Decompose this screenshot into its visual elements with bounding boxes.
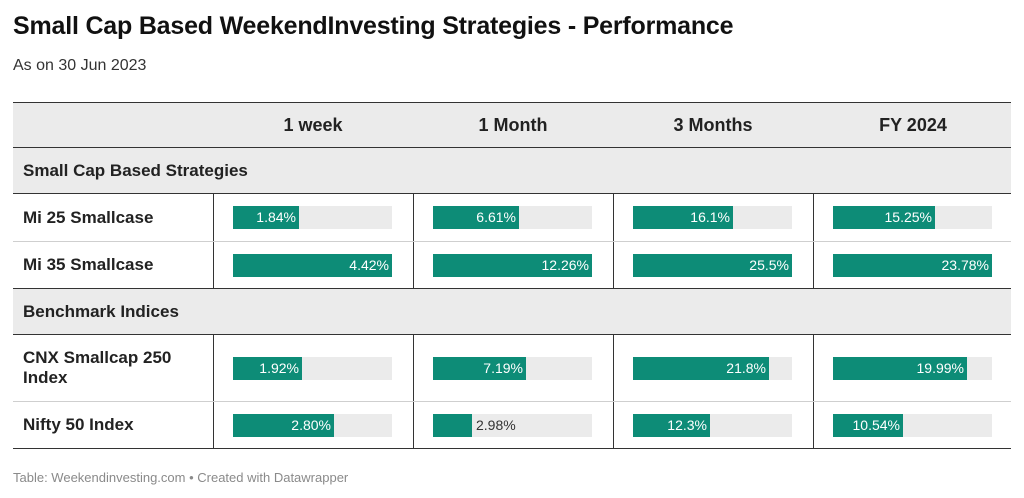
group-label: Benchmark Indices <box>23 302 179 321</box>
bar <box>233 206 299 229</box>
bar-track: 2.80% <box>233 414 392 437</box>
bar <box>833 254 992 277</box>
bar-track: 16.1% <box>633 206 792 229</box>
data-label: 12.3% <box>667 417 707 433</box>
bar-track: 6.61% <box>433 206 592 229</box>
bar <box>833 357 967 380</box>
source-footer: Table: Weekendinvesting.com • Created wi… <box>13 470 349 485</box>
column-divider <box>813 194 814 241</box>
bar <box>833 206 935 229</box>
column-divider <box>213 242 214 288</box>
column-divider <box>413 242 414 288</box>
column-header: 1 Month <box>478 115 548 135</box>
table-row: Nifty 50 Index 2.80% 2.98% 12.3% 10.54% <box>13 402 1011 448</box>
column-divider <box>213 335 214 401</box>
bar-track: 15.25% <box>833 206 992 229</box>
row-separator <box>13 241 1011 242</box>
bar-track: 23.78% <box>833 254 992 277</box>
bar-track: 25.5% <box>633 254 792 277</box>
group-label: Small Cap Based Strategies <box>23 161 248 180</box>
group-bottom-rule <box>13 334 1011 335</box>
bar-track: 1.84% <box>233 206 392 229</box>
row-label: Nifty 50 Index <box>23 415 134 434</box>
column-divider <box>813 242 814 288</box>
column-divider <box>213 402 214 448</box>
data-label: 21.8% <box>726 360 766 376</box>
row-label: CNX Smallcap 250 Index <box>23 348 172 387</box>
data-label: 15.25% <box>884 209 932 225</box>
group-header-row: Benchmark Indices <box>13 289 1011 334</box>
column-divider <box>413 194 414 241</box>
bar-track: 19.99% <box>833 357 992 380</box>
row-label: Mi 25 Smallcase <box>23 208 154 227</box>
bar <box>833 414 903 437</box>
data-label: 19.99% <box>916 360 964 376</box>
chart-title: Small Cap Based WeekendInvesting Strateg… <box>13 12 734 40</box>
column-divider <box>813 335 814 401</box>
table-top-rule <box>13 102 1011 103</box>
bar <box>633 357 769 380</box>
table-row: Mi 25 Smallcase 1.84% 6.61% 16.1% 15.25% <box>13 194 1011 241</box>
group-top-rule <box>13 147 1011 148</box>
column-header: FY 2024 <box>879 115 947 135</box>
group-header-row: Small Cap Based Strategies <box>13 148 1011 193</box>
bar-track: 12.3% <box>633 414 792 437</box>
bar-track: 4.42% <box>233 254 392 277</box>
bar <box>433 357 526 380</box>
row-separator <box>13 401 1011 402</box>
data-label: 12.26% <box>541 257 589 273</box>
table-header-row: 1 week 1 Month 3 Months FY 2024 <box>13 103 1011 147</box>
group-bottom-rule <box>13 193 1011 194</box>
table-row: CNX Smallcap 250 Index 1.92% 7.19% 21.8% 19.… <box>13 335 1011 401</box>
bar <box>633 414 710 437</box>
column-divider <box>613 402 614 448</box>
data-label: 6.61% <box>476 209 516 225</box>
data-label: 10.54% <box>852 417 900 433</box>
table-row: Mi 35 Smallcase 4.42% 12.26% 25.5% 23.78% <box>13 242 1011 288</box>
data-label: 16.1% <box>690 209 730 225</box>
column-divider <box>813 402 814 448</box>
bar-track: 2.98% <box>433 414 592 437</box>
bar <box>233 254 392 277</box>
column-divider <box>413 402 414 448</box>
column-divider <box>413 335 414 401</box>
bar <box>633 206 733 229</box>
table-bottom-rule <box>13 448 1011 449</box>
column-divider <box>613 194 614 241</box>
bar <box>233 414 334 437</box>
column-header: 3 Months <box>673 115 753 135</box>
bar-track: 1.92% <box>233 357 392 380</box>
data-label: 1.92% <box>259 360 299 376</box>
data-label: 1.84% <box>256 209 296 225</box>
bar-track: 12.26% <box>433 254 592 277</box>
bar-track: 7.19% <box>433 357 592 380</box>
data-label: 4.42% <box>349 257 389 273</box>
bar <box>233 357 302 380</box>
data-label: 2.80% <box>291 417 331 433</box>
column-divider <box>613 335 614 401</box>
data-label: 7.19% <box>483 360 523 376</box>
bar <box>633 254 792 277</box>
data-label: 23.78% <box>941 257 989 273</box>
data-label: 25.5% <box>749 257 789 273</box>
bar <box>433 254 592 277</box>
bar-track: 21.8% <box>633 357 792 380</box>
bar <box>433 206 519 229</box>
bar-track: 10.54% <box>833 414 992 437</box>
column-header: 1 week <box>283 115 343 135</box>
column-divider <box>213 194 214 241</box>
data-label: 2.98% <box>476 417 516 433</box>
group-top-rule <box>13 288 1011 289</box>
chart-subtitle: As on 30 Jun 2023 <box>13 57 147 74</box>
column-divider <box>613 242 614 288</box>
row-label: Mi 35 Smallcase <box>23 255 154 274</box>
bar <box>433 414 472 437</box>
